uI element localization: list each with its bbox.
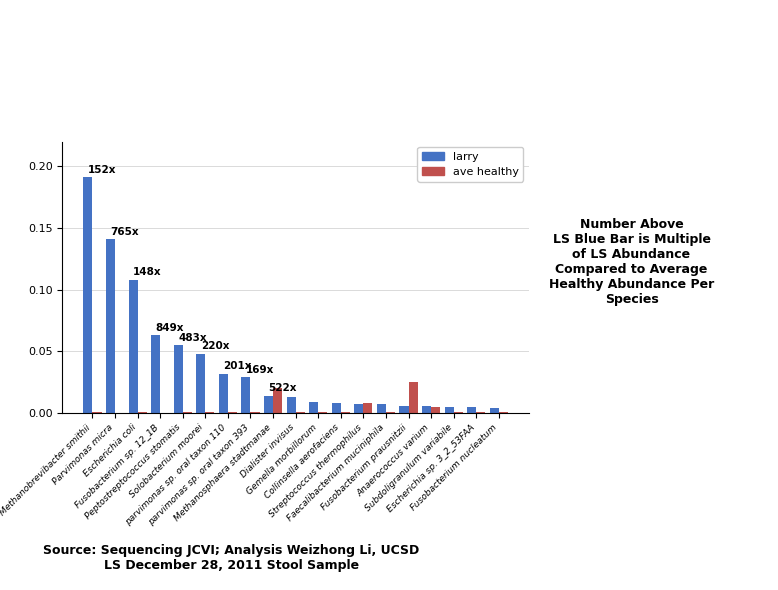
Bar [106,239,115,413]
Bar [377,404,386,413]
Bar [454,412,463,413]
Bar [93,412,101,413]
Bar [499,412,508,413]
Bar [128,280,138,413]
Text: 483x: 483x [178,333,207,343]
Bar [431,407,440,413]
Bar [205,412,215,413]
Bar [241,377,251,413]
Bar [444,407,454,413]
Bar [264,396,273,413]
Text: Top 20 Most Abundant Microbial Species: Top 20 Most Abundant Microbial Species [103,47,675,70]
Bar [273,388,282,413]
Text: In LS vs. Average Healthy Subject: In LS vs. Average Healthy Subject [150,94,628,119]
Bar [286,397,296,413]
Bar [354,404,363,413]
Text: 148x: 148x [133,267,162,277]
Bar [341,412,350,413]
Bar [219,373,228,413]
Bar [318,412,328,413]
Bar [309,402,318,413]
Bar [386,412,395,413]
Bar [173,345,183,413]
Text: 220x: 220x [201,342,230,351]
Bar [296,412,305,413]
Text: 169x: 169x [246,365,275,375]
Bar [251,412,260,413]
Text: 152x: 152x [88,165,117,175]
Bar [422,405,431,413]
Text: Number Above
LS Blue Bar is Multiple
of LS Abundance
Compared to Average
Healthy: Number Above LS Blue Bar is Multiple of … [548,218,714,306]
Bar [476,412,485,413]
Bar [151,335,160,413]
Bar [399,405,408,413]
Bar [228,412,237,413]
Bar [331,403,341,413]
Text: Source: Sequencing JCVI; Analysis Weizhong Li, UCSD
LS December 28, 2011 Stool S: Source: Sequencing JCVI; Analysis Weizho… [44,543,419,572]
Bar [83,178,93,413]
Text: 201x: 201x [223,361,252,371]
Legend: larry, ave healthy: larry, ave healthy [418,147,524,182]
Text: 522x: 522x [268,384,297,394]
Bar [490,408,499,413]
Bar [408,382,418,413]
Text: 765x: 765x [110,227,139,237]
Bar [363,403,373,413]
Bar [196,354,205,413]
Bar [138,412,147,413]
Bar [468,407,476,413]
Bar [183,412,192,413]
Text: 849x: 849x [156,323,184,333]
